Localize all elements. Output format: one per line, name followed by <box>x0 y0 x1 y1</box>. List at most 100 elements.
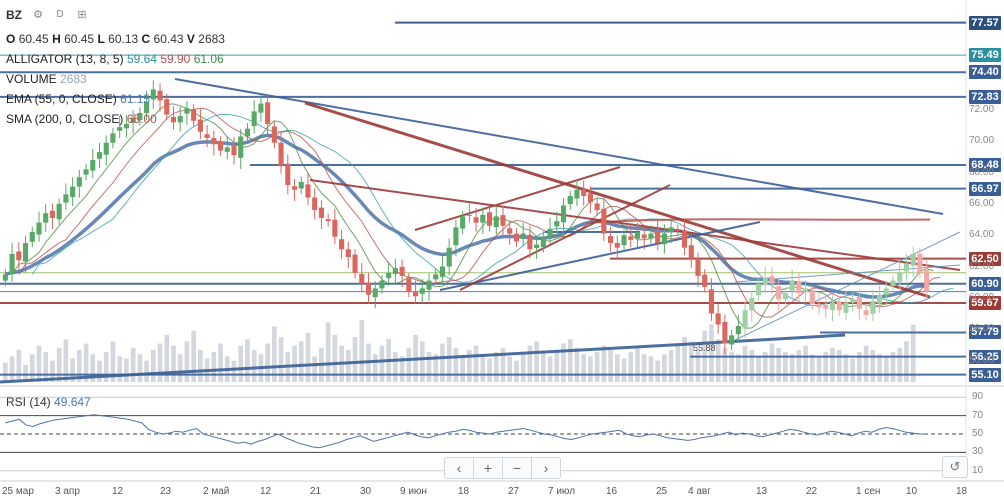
volume-bar <box>635 347 640 382</box>
candle-body <box>379 280 385 289</box>
volume-bar <box>171 345 176 382</box>
volume-bar <box>50 360 55 382</box>
settings-gear-icon[interactable]: ⚙ <box>33 9 43 21</box>
rsi-legend[interactable]: RSI (14) 49.647 <box>6 395 91 409</box>
candle-body <box>453 227 459 246</box>
volume-bar <box>218 343 223 382</box>
price-tag: 56.25 <box>969 349 1001 364</box>
time-axis-label: 7 июл <box>548 486 576 497</box>
volume-bar <box>245 339 250 382</box>
volume-bar <box>137 354 143 382</box>
symbol-label[interactable]: BZ <box>6 8 22 22</box>
candle-body <box>312 197 318 211</box>
volume-bar <box>783 352 788 382</box>
volume-bar <box>110 341 116 382</box>
candle-body <box>144 102 150 113</box>
volume-bar <box>271 326 277 382</box>
reset-chart-button[interactable]: ↺ <box>942 456 968 478</box>
scroll-forward-button[interactable]: › <box>543 460 549 476</box>
candle-body <box>668 227 674 233</box>
candle-body <box>870 300 876 314</box>
volume-bar <box>399 356 405 382</box>
volume-bar <box>97 360 102 382</box>
volume-bar <box>9 356 15 382</box>
volume-bar <box>278 337 284 382</box>
zoom-in-button[interactable]: + <box>474 458 503 478</box>
candle-body <box>903 263 910 272</box>
scroll-back-button[interactable]: ‹ <box>445 458 474 478</box>
time-axis-label: 2 май <box>203 486 230 497</box>
volume-bar <box>36 345 42 382</box>
candle-body <box>16 251 22 261</box>
rsi-tick-label: 30 <box>972 446 984 458</box>
legend-alligator[interactable]: ALLIGATOR (13, 8, 5) 59.64 59.90 61.06 <box>6 52 224 66</box>
time-axis-label: 22 <box>806 486 818 497</box>
volume-bar <box>23 364 28 382</box>
candle-body <box>439 266 446 277</box>
time-axis-label: 25 <box>656 486 668 497</box>
volume-bar <box>157 343 163 382</box>
high-value: 60.45 <box>64 32 95 46</box>
volume-bar <box>144 360 149 382</box>
volume-value: 2683 <box>198 32 225 46</box>
time-axis-label: 13 <box>756 486 768 497</box>
volume-bar <box>433 354 439 382</box>
candle-body <box>197 119 203 132</box>
volume-bar <box>325 322 331 382</box>
volume-bar <box>850 358 856 382</box>
price-tag: 68.48 <box>969 157 1001 172</box>
rsi-value: 49.647 <box>54 395 91 409</box>
chart-navigation: ‹ + − › <box>444 457 561 479</box>
zoom-out-button[interactable]: − <box>503 458 532 478</box>
open-value: 60.45 <box>18 32 49 46</box>
legend-sma[interactable]: SMA (200, 0, CLOSE) 65.00 <box>6 112 157 126</box>
volume-bar <box>648 356 654 382</box>
volume-bar <box>614 354 620 382</box>
volume-bar <box>809 354 815 382</box>
candle-body <box>910 253 916 266</box>
candle-body <box>782 293 788 300</box>
candle-body <box>634 232 641 239</box>
volume-bar <box>56 347 62 382</box>
candle-body <box>339 239 345 250</box>
candle-body <box>897 272 903 282</box>
candlesticks[interactable]: 55.88 <box>2 80 930 355</box>
candle-body <box>258 103 264 113</box>
volume-bar <box>520 354 526 382</box>
trend-line <box>304 101 931 299</box>
volume-bar <box>359 320 365 382</box>
candle-body <box>419 288 425 294</box>
volume-bar <box>803 345 808 382</box>
volume-bar <box>527 345 533 382</box>
ema-label: EMA (55, 0, CLOSE) <box>6 92 117 106</box>
time-axis-label: 3 апр <box>55 486 80 497</box>
trend-line <box>0 342 691 384</box>
high-label: H <box>52 32 61 46</box>
volume-bar <box>554 349 560 382</box>
volume-bar <box>588 356 593 382</box>
trend-line <box>439 221 761 291</box>
legend-volume[interactable]: VOLUME 2683 <box>6 72 87 86</box>
volume-bar <box>843 354 849 382</box>
add-indicator-icon[interactable]: ⊞ <box>77 9 87 21</box>
volume-bar <box>628 352 634 382</box>
candle-body <box>769 276 775 284</box>
candle-body <box>856 296 862 309</box>
legend-ema[interactable]: EMA (55, 0, CLOSE) 61.15 <box>6 92 150 106</box>
candle-body <box>90 159 96 171</box>
trend-line <box>459 184 671 291</box>
volume-bar <box>305 332 311 382</box>
volume-bar <box>514 360 519 382</box>
rsi-tick-label: 90 <box>972 391 984 403</box>
candle-body <box>527 234 533 250</box>
candle-body <box>890 280 896 286</box>
candle-body <box>184 108 190 114</box>
candle-body <box>251 111 257 127</box>
time-axis-label: 30 <box>360 486 372 497</box>
interval-label[interactable]: D <box>56 9 64 20</box>
volume-bar <box>406 347 412 382</box>
trend-line <box>734 231 961 341</box>
volume-bar <box>372 354 378 382</box>
